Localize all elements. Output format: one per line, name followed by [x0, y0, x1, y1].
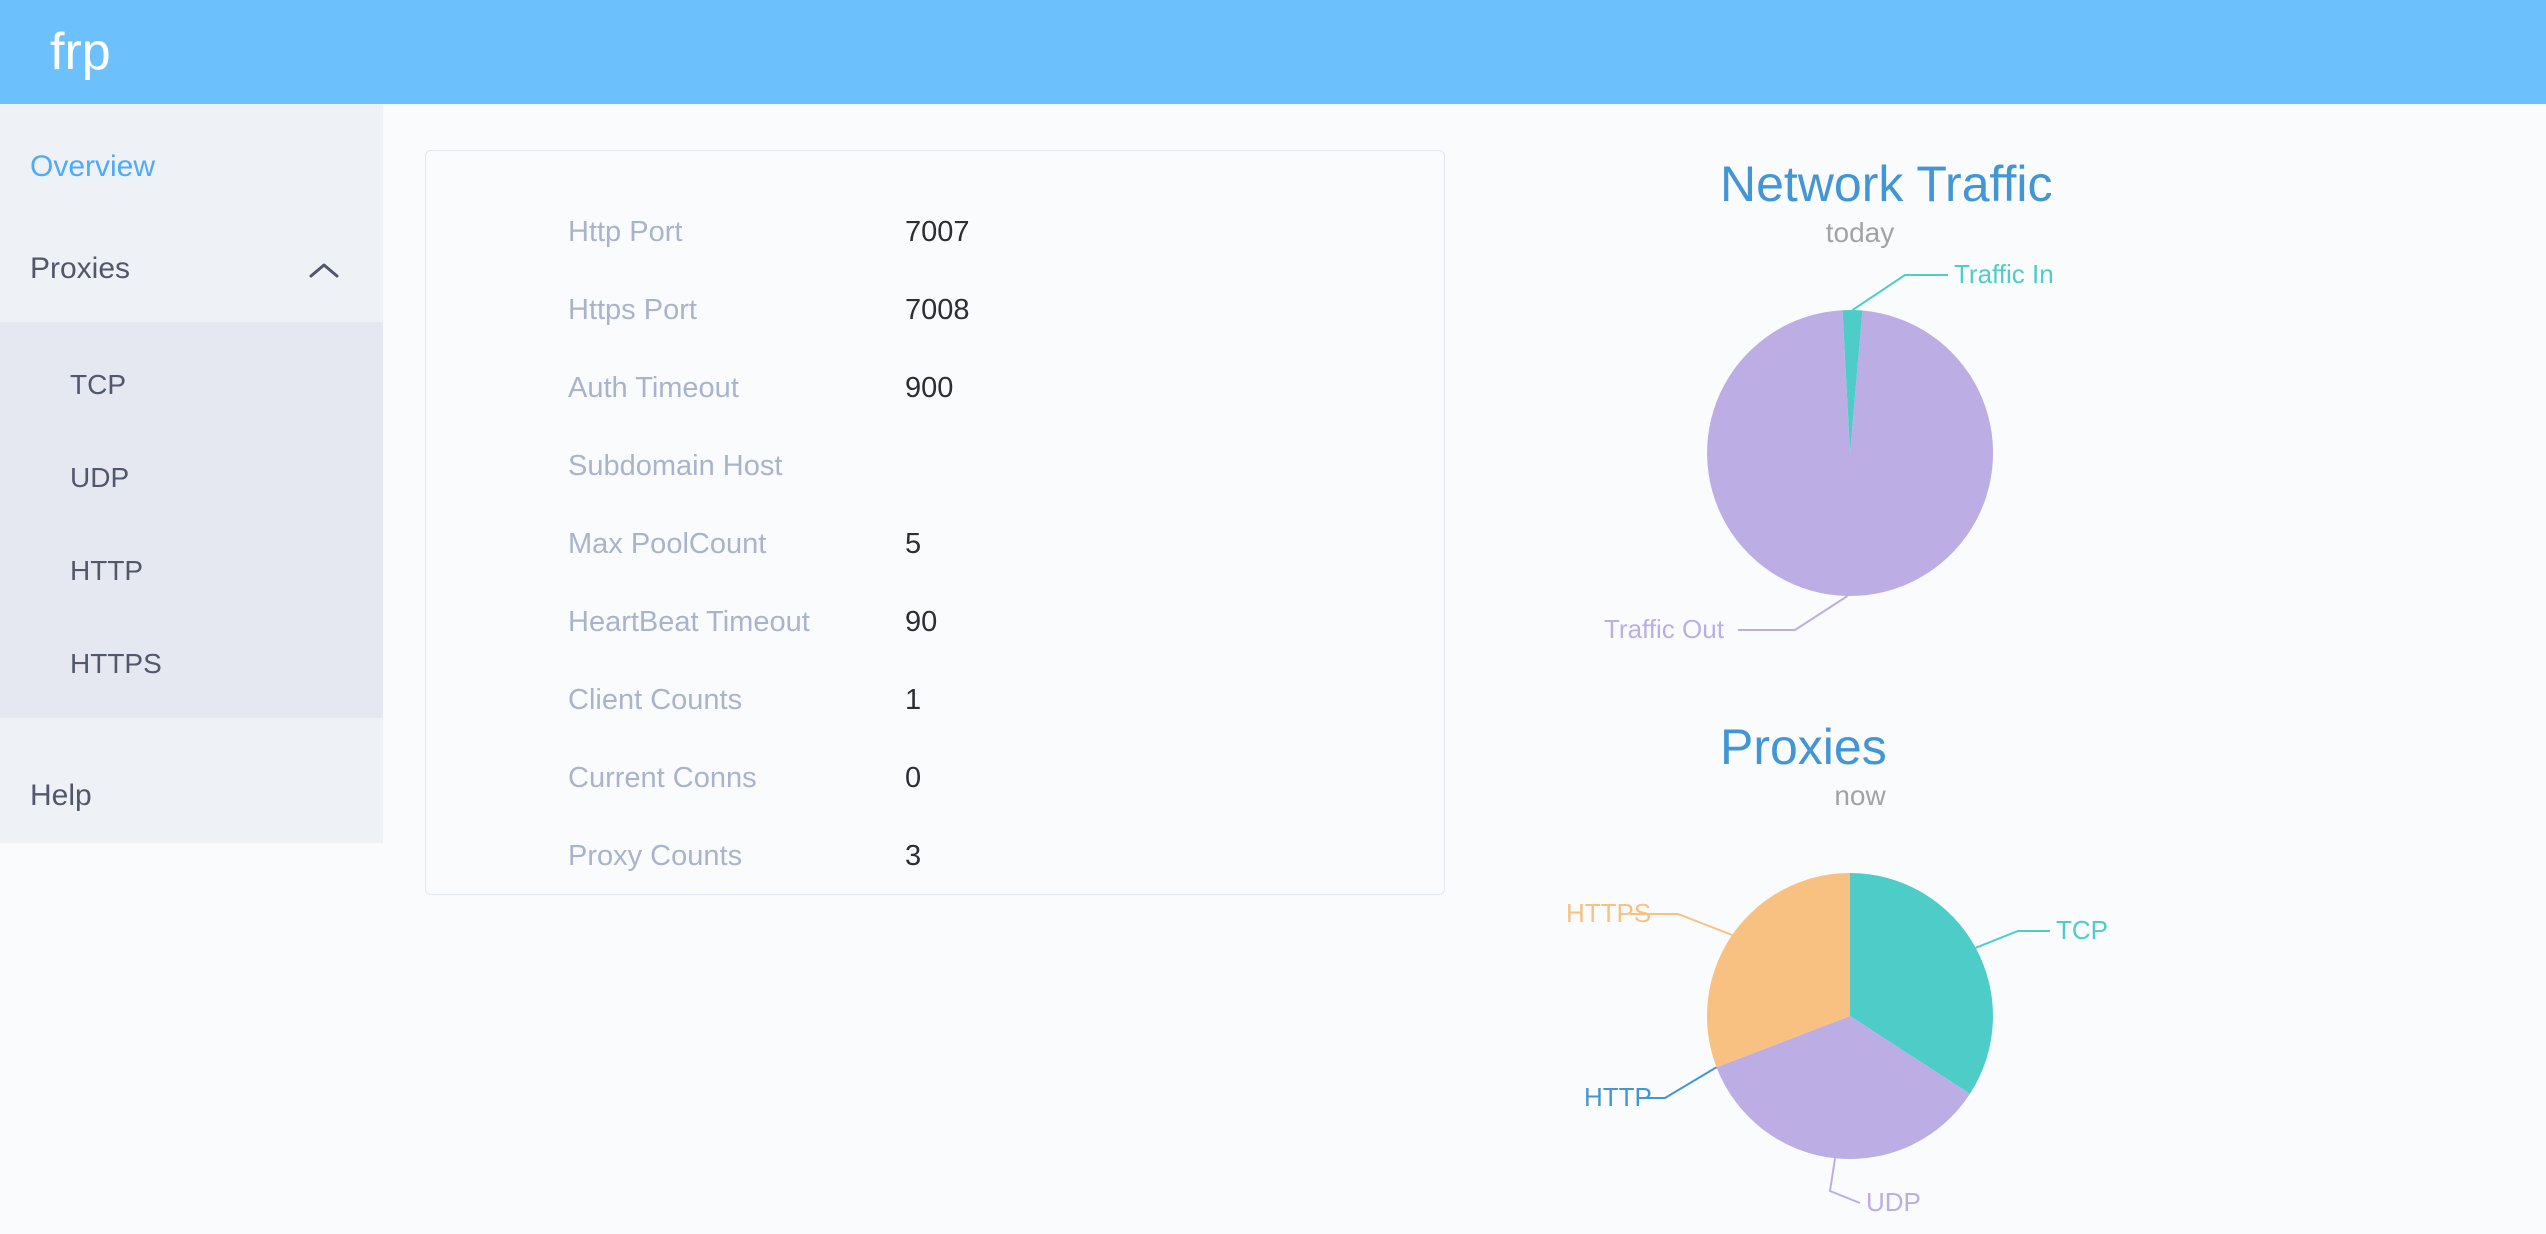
svg-text:Traffic Out: Traffic Out — [1604, 614, 1725, 644]
svg-text:HTTP: HTTP — [1584, 1082, 1652, 1112]
svg-text:HTTPS: HTTPS — [1566, 898, 1651, 928]
svg-text:TCP: TCP — [2056, 915, 2108, 945]
svg-text:Traffic In: Traffic In — [1954, 259, 2054, 289]
svg-text:UDP: UDP — [1866, 1187, 1921, 1216]
